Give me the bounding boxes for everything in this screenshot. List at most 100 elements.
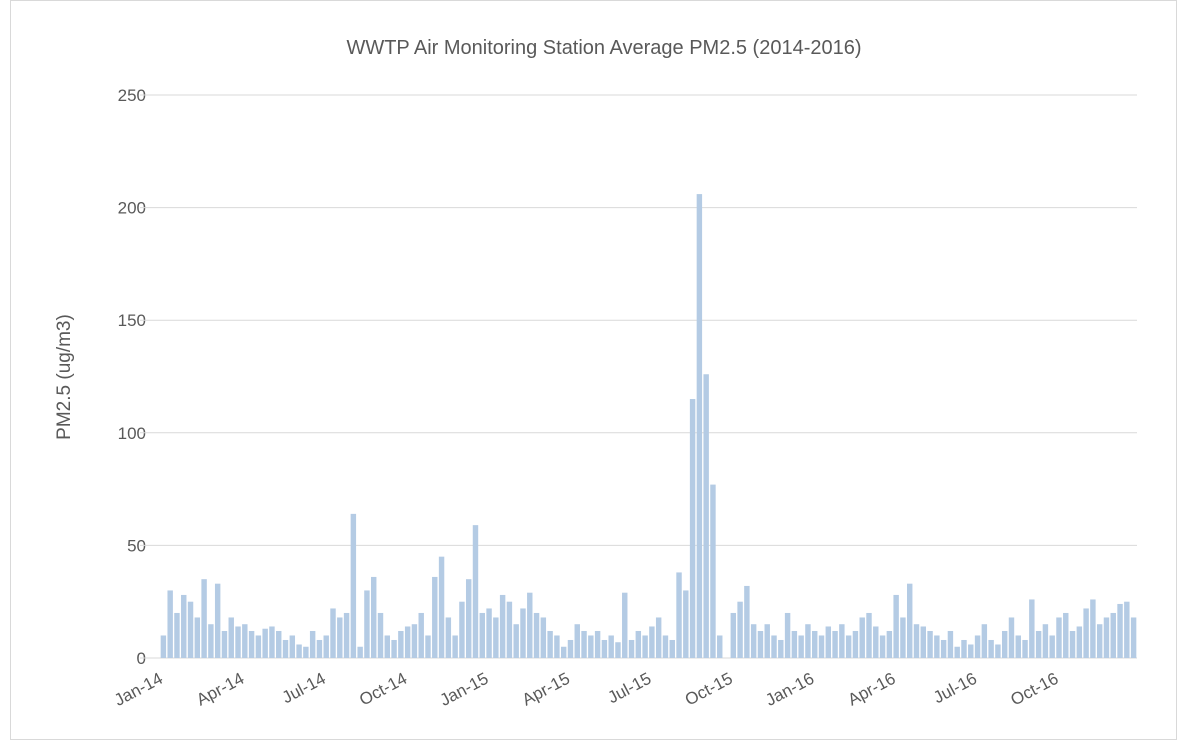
bar [425,635,431,658]
bar [160,635,167,658]
bar [717,635,723,658]
bar [635,630,642,658]
bar [479,612,485,658]
bar [1015,635,1021,658]
bar [486,608,492,658]
bar [981,624,988,658]
bar [947,630,954,658]
bar [744,585,750,658]
bar [167,590,173,658]
bar [391,639,397,658]
bar [873,626,879,658]
bar [825,626,832,658]
y-axis-label: PM2.5 (ug/m3) [54,314,75,440]
bar [1096,624,1103,658]
bar [255,635,262,658]
bar [812,630,818,658]
bar [649,626,655,658]
bar [1056,617,1062,658]
bar [1008,617,1015,658]
bar [608,635,614,658]
bar [1029,599,1035,658]
bar [316,639,323,658]
bar [913,624,920,658]
bar [364,590,370,658]
bar [778,639,784,658]
bar [1083,608,1089,658]
bar [527,592,533,658]
bar [465,579,472,658]
bar [343,612,350,658]
bar [988,639,994,658]
bar [676,572,682,658]
bar [214,583,221,658]
bar [669,639,675,658]
bar [1090,599,1096,658]
bar [242,624,248,658]
bar [601,639,608,658]
bar [1117,603,1123,658]
bar [499,594,506,658]
bar [520,608,526,658]
bar [995,644,1001,658]
bar [228,617,234,658]
bar [906,583,913,658]
bar [1076,626,1083,658]
bar [282,639,289,658]
bar [845,635,852,658]
bar [452,635,458,658]
bar [920,626,926,658]
bar [961,639,967,658]
bar [194,617,201,658]
bar [418,612,424,658]
bar [1103,617,1110,658]
bar [832,630,838,658]
bar [710,484,716,658]
bar [357,646,363,658]
y-tick-label: 50 [127,536,146,555]
bar [784,612,791,658]
bar [594,630,601,658]
bar [540,617,547,658]
bar [757,630,764,658]
bar [1110,612,1116,658]
bar [174,612,180,658]
bar [798,635,804,658]
bar [1049,635,1055,658]
bar [493,617,499,658]
bar [438,556,445,658]
bar [208,624,214,658]
bar [554,635,560,658]
bar [445,617,452,658]
bar [866,612,872,658]
bar [954,646,960,658]
bar [377,612,384,658]
bar [337,617,343,658]
bar [655,617,662,658]
bar [323,635,329,658]
bar [1063,612,1069,658]
bar [1130,617,1137,658]
bar [737,601,743,658]
bar [472,525,479,658]
bar [547,630,553,658]
bar [974,635,981,658]
bar [560,646,567,658]
bar [642,635,648,658]
bar [750,624,757,658]
bar [276,630,282,658]
bar [622,592,628,658]
bar [1124,601,1130,658]
bar [927,630,933,658]
bar [588,635,594,658]
bar [1022,639,1028,658]
bar [886,630,893,658]
bar [187,601,194,658]
bar [221,630,228,658]
bar [1069,630,1076,658]
bar [689,399,696,658]
bar [459,601,465,658]
bar [940,639,947,658]
bar [533,612,540,658]
